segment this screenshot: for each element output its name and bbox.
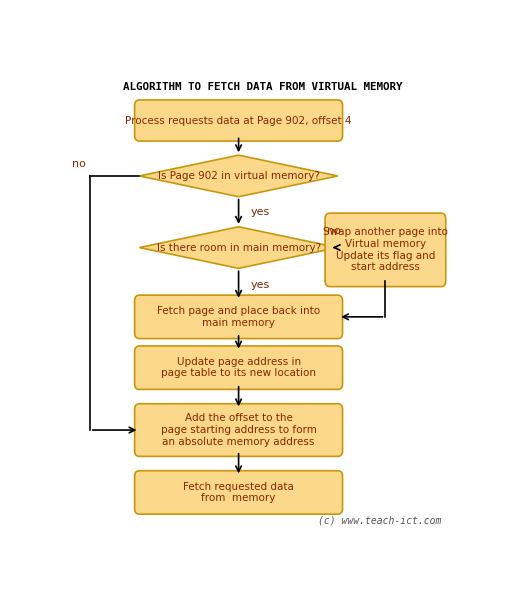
- Polygon shape: [139, 227, 338, 268]
- FancyBboxPatch shape: [135, 346, 343, 389]
- Text: Is Page 902 in virtual memory?: Is Page 902 in virtual memory?: [158, 171, 319, 181]
- Text: Add the offset to the
page starting address to form
an absolute memory address: Add the offset to the page starting addr…: [161, 413, 316, 446]
- Text: Swap another page into
Virtual memory
Update its flag and
start address: Swap another page into Virtual memory Up…: [323, 227, 448, 272]
- Text: Process requests data at Page 902, offset 4: Process requests data at Page 902, offse…: [125, 116, 352, 125]
- FancyBboxPatch shape: [135, 404, 343, 457]
- FancyBboxPatch shape: [135, 295, 343, 338]
- FancyBboxPatch shape: [135, 100, 343, 141]
- Text: (c) www.teach-ict.com: (c) www.teach-ict.com: [317, 515, 441, 526]
- Text: yes: yes: [250, 207, 270, 217]
- Text: Fetch page and place back into
main memory: Fetch page and place back into main memo…: [157, 306, 320, 328]
- Text: no: no: [72, 159, 86, 169]
- FancyBboxPatch shape: [135, 471, 343, 514]
- Text: no: no: [327, 226, 341, 236]
- Text: yes: yes: [250, 280, 270, 290]
- FancyBboxPatch shape: [325, 213, 446, 287]
- Text: ALGORITHM TO FETCH DATA FROM VIRTUAL MEMORY: ALGORITHM TO FETCH DATA FROM VIRTUAL MEM…: [123, 82, 402, 92]
- Text: Fetch requested data
from  memory: Fetch requested data from memory: [183, 482, 294, 503]
- Text: Is there room in main memory?: Is there room in main memory?: [157, 242, 321, 253]
- Text: Update page address in
page table to its new location: Update page address in page table to its…: [161, 357, 316, 379]
- Polygon shape: [139, 155, 338, 197]
